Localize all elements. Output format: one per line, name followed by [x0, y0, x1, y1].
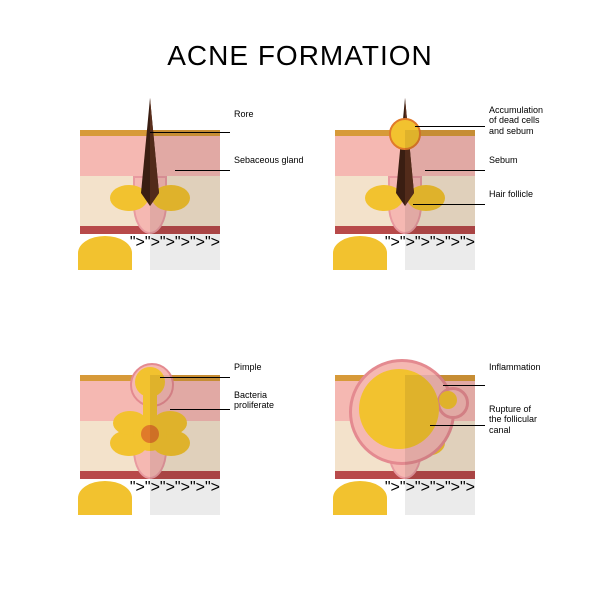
annotation-label: Inflammation — [489, 362, 541, 372]
inflammation-blob — [345, 351, 465, 471]
stage-p4: ">">">">">"> Inflammation Rupture ofthe … — [335, 345, 475, 515]
stage-p2: ">">">">">"> Accumulationof dead cellsan… — [335, 100, 475, 270]
page-title: ACNE FORMATION — [0, 40, 600, 72]
bacteria-core — [141, 425, 159, 443]
annotation-label: Rore — [234, 109, 254, 119]
annotation-label: Sebaceous gland — [234, 155, 304, 165]
stage-p1: ">">">">">"> Rore Sebaceous gland — [80, 100, 220, 270]
stage-p3: ">">">">">"> Pimple Bacte — [80, 345, 220, 515]
pimple-group — [105, 359, 195, 469]
pus-core — [359, 369, 439, 449]
annotation-label: Accumulationof dead cellsand sebum — [489, 105, 579, 136]
hair-shaft — [388, 98, 422, 208]
annotation-label: Bacteriaproliferate — [234, 390, 324, 411]
sebum-plug — [389, 118, 421, 150]
annotation-label: Hair follicle — [489, 189, 533, 199]
annotation-label: Pimple — [234, 362, 262, 372]
hair-shaft — [133, 98, 167, 208]
annotation-label: Sebum — [489, 155, 518, 165]
annotation-label: Rupture ofthe follicularcanal — [489, 404, 579, 435]
